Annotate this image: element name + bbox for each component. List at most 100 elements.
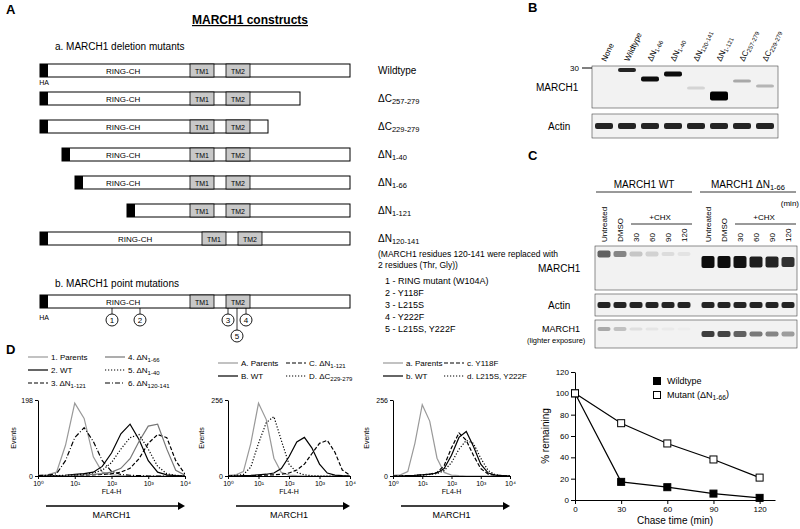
tick: 10³ xyxy=(144,476,155,487)
construct-bar xyxy=(40,120,268,133)
series-line xyxy=(575,393,760,477)
band xyxy=(710,123,728,129)
tm-domain xyxy=(226,120,250,133)
marker xyxy=(664,440,671,447)
axis-line xyxy=(38,401,39,477)
tick-label: 120 xyxy=(753,505,767,514)
tag-label: HA xyxy=(39,314,49,321)
ha-tag xyxy=(40,120,48,133)
domain-label: TM2 xyxy=(231,208,245,215)
tick-label: 0 xyxy=(219,473,223,480)
row-label: MARCH1 xyxy=(538,263,581,274)
mutation-marker xyxy=(106,314,118,326)
marker xyxy=(618,478,625,485)
band xyxy=(646,252,659,257)
tm-domain xyxy=(190,295,214,308)
axis: 0256 xyxy=(376,397,393,480)
tick-label: 10¹ xyxy=(70,480,81,487)
tm-domain xyxy=(226,295,250,308)
marker-number: 2 xyxy=(138,316,143,325)
axis-line xyxy=(393,401,394,477)
tm-domain xyxy=(226,148,250,161)
domain-label: TM2 xyxy=(231,96,245,103)
legend-swatch xyxy=(444,375,464,376)
band xyxy=(678,328,691,331)
tick-label: 0 xyxy=(29,473,33,480)
series-line xyxy=(228,440,350,476)
band xyxy=(718,256,731,268)
tick-label: 90 xyxy=(710,505,719,514)
series-line xyxy=(393,405,510,476)
construct-bar xyxy=(40,92,300,105)
lane-label: 120 xyxy=(680,228,689,242)
legend-item: 4. ΔN1-66 xyxy=(105,353,160,363)
band xyxy=(678,302,691,308)
tm-domain xyxy=(190,64,214,77)
group-label: MARCH1 ΔN1-66 xyxy=(711,179,785,192)
mutation-label: 3 - L215S xyxy=(385,300,424,310)
marker xyxy=(756,474,763,481)
chart: 10⁰10¹10²10³10⁴0256FL4-HEventsMARCH1a. P… xyxy=(363,359,527,520)
construct-name: ΔN1-40 xyxy=(378,149,407,162)
tick-mark xyxy=(75,476,76,479)
domain-label: RING-CH xyxy=(106,298,140,307)
domain-label: RING-CH xyxy=(106,179,140,188)
axis-title: Events xyxy=(363,427,370,449)
axis-title: Events xyxy=(198,427,205,449)
tick-label: 10³ xyxy=(315,480,326,487)
domain-label: TM2 xyxy=(231,152,245,159)
domain-label: RING-CH xyxy=(106,151,140,160)
connector xyxy=(112,308,113,314)
domain-label: TM1 xyxy=(195,152,209,159)
tick-label: 10⁴ xyxy=(180,480,191,487)
blot xyxy=(592,114,778,138)
band xyxy=(598,302,611,308)
band xyxy=(687,87,705,90)
band xyxy=(630,252,643,257)
size-tick xyxy=(582,68,592,69)
band xyxy=(756,85,774,88)
axis-line xyxy=(576,500,776,501)
domain-label: TM1 xyxy=(195,68,209,75)
band xyxy=(702,302,715,308)
band xyxy=(766,257,779,268)
tick: 256 xyxy=(211,397,228,404)
legend: WildtypeMutant (ΔN1-66) xyxy=(654,376,730,401)
tick: 60 xyxy=(560,432,575,441)
tick: 198 xyxy=(21,397,38,404)
heading: b. MARCH1 point mutations xyxy=(55,278,179,289)
arrow xyxy=(236,505,344,507)
domain-label: TM1 xyxy=(195,96,209,103)
series-line xyxy=(393,433,510,476)
axis-line xyxy=(228,401,229,477)
tick-mark xyxy=(422,476,423,479)
legend-swatch xyxy=(286,362,306,363)
series-line xyxy=(228,403,350,476)
tick: 10² xyxy=(447,476,458,487)
band xyxy=(646,328,659,331)
tick-mark xyxy=(225,400,228,401)
tick-mark xyxy=(571,500,575,501)
legend-label: B. WT xyxy=(241,372,263,381)
treatment-line xyxy=(631,224,692,225)
legend-label: A. Parents xyxy=(241,359,278,368)
tick: 40 xyxy=(560,453,575,462)
tick: 10⁴ xyxy=(345,476,356,487)
axis-title: FL4-H xyxy=(102,488,121,495)
axis-title: FL4-H xyxy=(279,488,298,495)
panel-a: MARCH1 constructsa. MARCH1 deletion muta… xyxy=(39,13,558,342)
tick: 10⁰ xyxy=(223,476,234,487)
legend-item: Wildtype xyxy=(654,376,702,386)
axis-title: Chase time (min) xyxy=(637,515,713,526)
row-label: Actin xyxy=(548,121,570,132)
construct-bar xyxy=(40,295,350,308)
arrow-head xyxy=(178,502,185,510)
arrow xyxy=(46,505,179,507)
band xyxy=(662,252,675,256)
lane-label: DMSO xyxy=(616,218,625,242)
band xyxy=(618,68,636,72)
tick-label: 10³ xyxy=(144,480,155,487)
lane-label: ΔN1-121 xyxy=(715,34,735,63)
legend-swatch xyxy=(105,382,125,383)
panel-letter: C xyxy=(528,148,538,163)
